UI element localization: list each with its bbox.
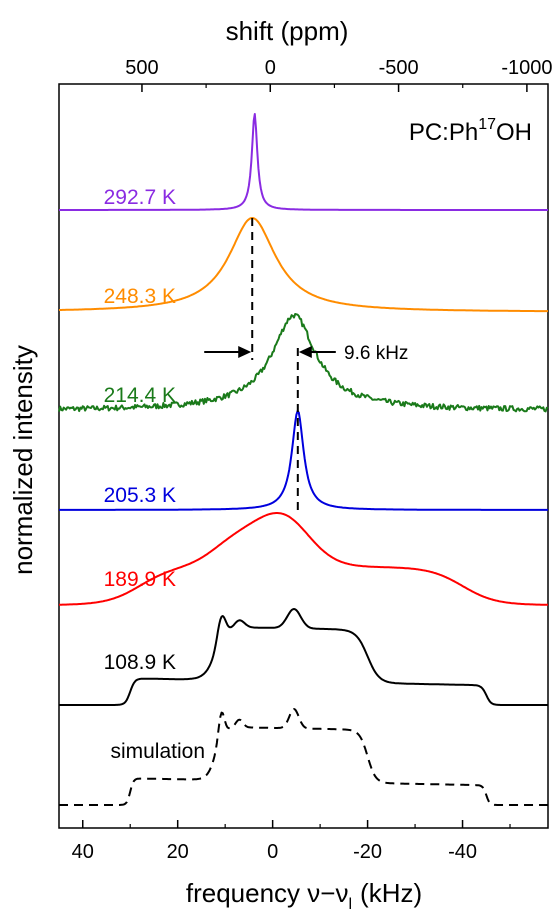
series-line xyxy=(58,313,549,413)
series-label: simulation xyxy=(110,740,205,763)
series-line xyxy=(59,410,548,511)
top-tick-label: 500 xyxy=(125,57,158,79)
bottom-tick-label: 40 xyxy=(72,841,94,863)
bottom-tick-label: -20 xyxy=(353,841,382,863)
bottom-tick-label: 0 xyxy=(267,841,278,863)
axis-ticks: 40 20 0 -20 -40 500 0 -500 -1000 xyxy=(72,57,553,863)
series-label: 189.9 K xyxy=(104,568,176,591)
y-axis-title: normalized intensity xyxy=(8,345,38,575)
series-line xyxy=(59,708,548,806)
right-arrow-head xyxy=(298,346,312,358)
sample-label-end: OH xyxy=(496,119,532,146)
sample-label-main: PC:Ph xyxy=(409,119,478,146)
bottom-tick-label: 20 xyxy=(167,841,189,863)
bottom-tick-label: -40 xyxy=(448,841,477,863)
series-label: 248.3 K xyxy=(104,285,176,308)
series-line xyxy=(59,217,548,313)
plot-frame xyxy=(58,83,549,829)
series-line xyxy=(59,512,548,606)
spectra-curves: 292.7 K 248.3 K 214.4 K 205.3 K 189.9 K 108.9… xyxy=(58,113,549,806)
top-tick-label: -1000 xyxy=(501,57,552,79)
bottom-axis-title-unit: (kHz) xyxy=(360,878,422,908)
width-annotation: 9.6 kHz xyxy=(344,343,408,364)
sample-label: PC:Ph17OH xyxy=(409,116,532,146)
bottom-axis-title-subscript: l xyxy=(348,896,352,913)
left-arrow-head xyxy=(238,346,252,358)
top-tick-label: -500 xyxy=(379,57,419,79)
series-label: 292.7 K xyxy=(104,186,176,209)
sample-label-sup: 17 xyxy=(478,116,496,133)
series-label: 205.3 K xyxy=(104,484,176,507)
top-axis-title: shift (ppm) xyxy=(226,16,349,46)
series-label: 108.9 K xyxy=(104,651,176,674)
series-line xyxy=(59,608,548,706)
guide-lines xyxy=(204,218,336,512)
series-line xyxy=(59,113,548,211)
bottom-axis-title-main: frequency ν−ν xyxy=(186,878,349,908)
bottom-axis-title: frequency ν−νl (kHz) xyxy=(186,878,422,913)
series-label: 214.4 K xyxy=(104,384,176,407)
top-tick-label: 0 xyxy=(265,57,276,79)
